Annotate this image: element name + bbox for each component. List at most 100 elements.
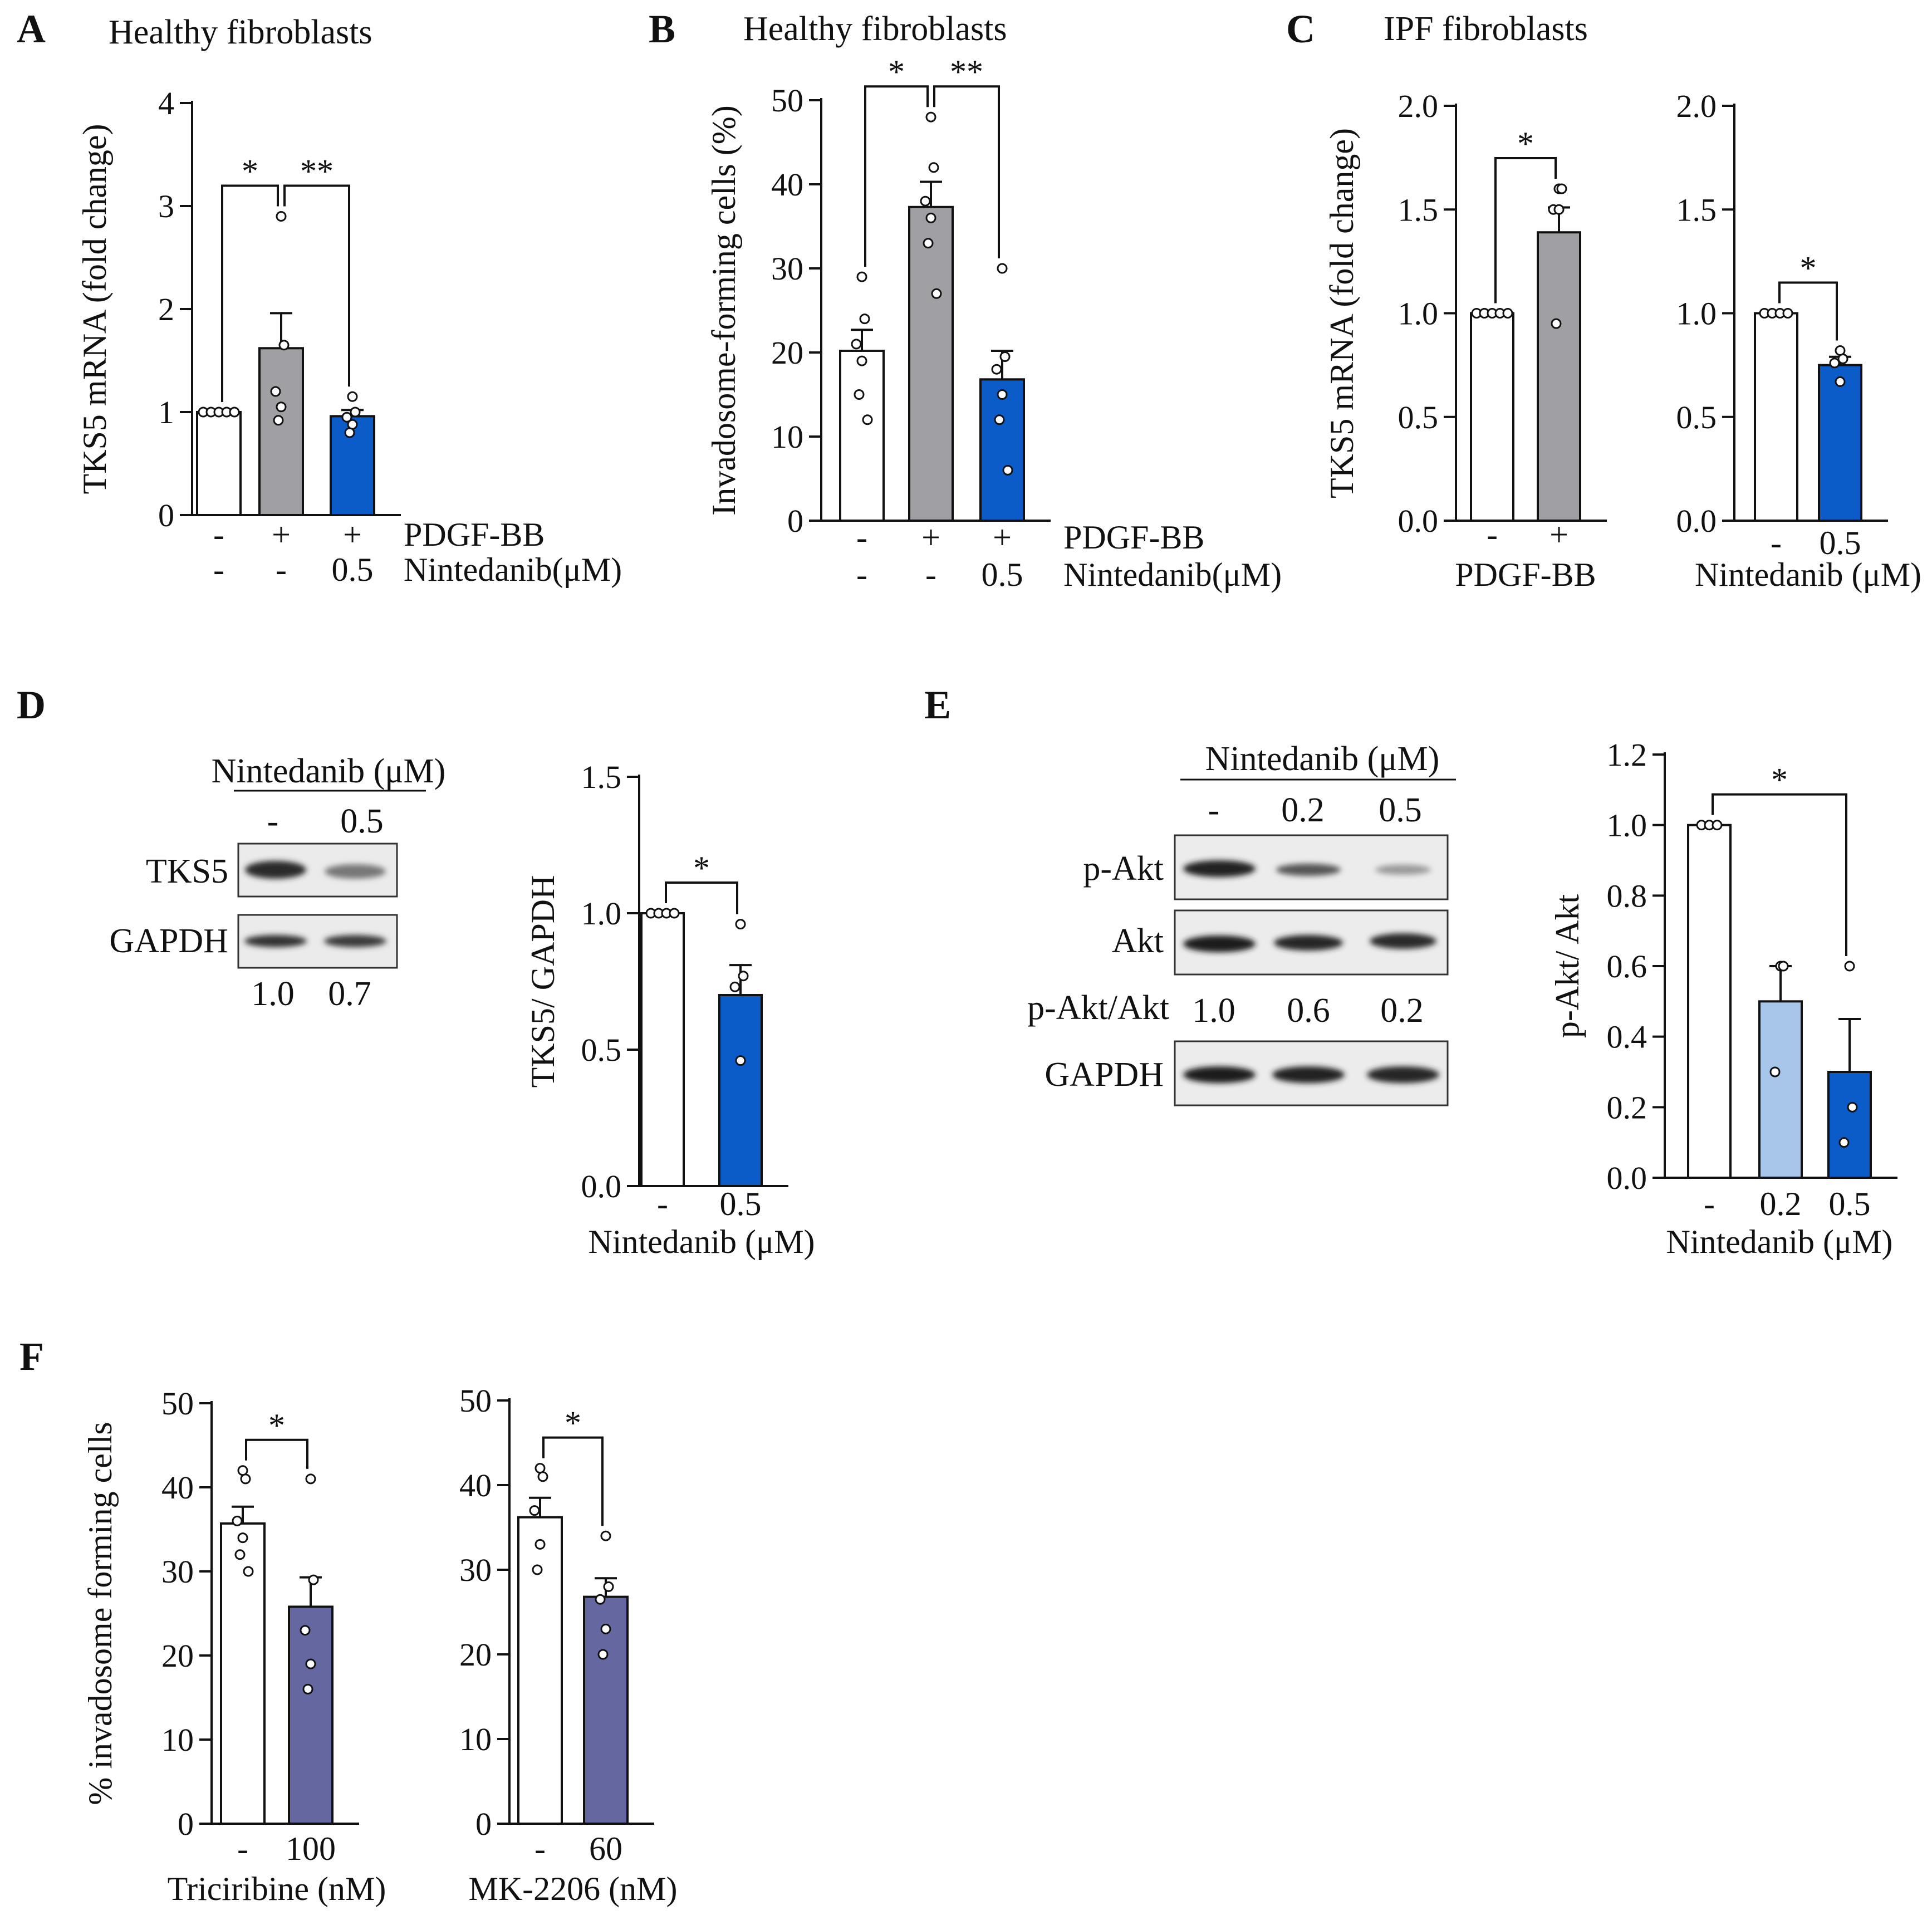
y-axis-label: TKS5/ GAPDH <box>524 875 561 1088</box>
blot-d-quant-1: 1.0 <box>251 975 295 1013</box>
bar <box>718 994 763 1187</box>
y-axis-label: % invadosome forming cells <box>82 1422 119 1805</box>
significance-marker: * <box>565 1405 581 1442</box>
chart-title: Healthy fibroblasts <box>109 13 372 51</box>
significance-bracket <box>665 881 738 914</box>
data-point <box>862 414 873 425</box>
data-point <box>859 314 870 325</box>
condition-label: - <box>1487 516 1498 553</box>
data-point <box>305 1658 316 1669</box>
blot-d-lane-1: - <box>267 802 279 840</box>
bar <box>258 347 304 516</box>
condition-label: - <box>657 1186 668 1222</box>
y-tick-label: 0.0 <box>1398 503 1439 539</box>
data-point <box>600 1530 611 1541</box>
blot-d-header: Nintedanib (μM) <box>212 752 446 790</box>
y-axis-label: TKS5 mRNA (fold change) <box>1323 128 1360 498</box>
data-point <box>1502 308 1513 319</box>
data-point <box>229 406 240 418</box>
significance-marker: * <box>1800 250 1817 287</box>
data-point <box>532 1564 543 1575</box>
significance-marker: * <box>1771 762 1788 799</box>
data-point <box>1778 961 1789 972</box>
condition-label: - <box>237 1830 248 1867</box>
significance-bracket <box>1778 281 1838 341</box>
y-tick-label: 1.5 <box>581 759 622 795</box>
y-axis-label: TKS5 mRNA (fold change) <box>76 124 113 494</box>
y-tick-label: 4 <box>158 85 174 121</box>
data-point <box>278 340 290 351</box>
data-point <box>997 389 1008 400</box>
data-point <box>1844 961 1855 972</box>
bar <box>1827 1071 1872 1179</box>
data-point <box>1829 357 1840 369</box>
y-tick-label: 0.2 <box>1607 1089 1647 1125</box>
y-tick-label: 0 <box>787 503 803 539</box>
significance-bracket <box>933 85 1000 258</box>
y-tick-label: 20 <box>771 335 803 371</box>
data-point <box>851 339 862 350</box>
y-tick-label: 0 <box>158 497 174 533</box>
y-tick-label: 30 <box>459 1552 492 1588</box>
significance-marker: * <box>693 850 710 886</box>
panel-label-e: E <box>924 683 951 727</box>
y-tick-label: 0.5 <box>1676 399 1717 435</box>
data-point <box>273 415 284 426</box>
blot-e-lane-2: 0.2 <box>1281 791 1325 829</box>
y-tick-label: 20 <box>161 1638 194 1674</box>
blot-d-lane-2: 0.5 <box>340 802 384 840</box>
data-point <box>1847 1101 1858 1113</box>
condition-label: - <box>213 516 224 553</box>
data-point <box>1769 1066 1781 1077</box>
y-tick-label: 2.0 <box>1398 88 1439 124</box>
y-tick-label: 1 <box>158 394 174 430</box>
panel-label-c: C <box>1286 7 1315 51</box>
blot-e-band <box>1276 864 1341 876</box>
bar <box>1818 364 1862 522</box>
panel-label-b: B <box>649 7 675 51</box>
data-point <box>1782 308 1793 319</box>
y-tick-label: 10 <box>459 1721 492 1757</box>
blot-e-row-akt: Akt <box>1112 922 1164 960</box>
data-point <box>234 1549 246 1560</box>
data-point <box>856 271 867 282</box>
condition-label: - <box>856 519 867 556</box>
data-point <box>735 919 746 930</box>
data-point <box>925 111 936 123</box>
data-point <box>597 1649 609 1660</box>
significance-bracket <box>1494 157 1557 303</box>
blot-e-band <box>1272 1066 1345 1083</box>
data-point <box>344 427 355 438</box>
bar <box>1758 1000 1803 1179</box>
condition-label: - <box>535 1830 546 1867</box>
chart-e: 0.0 0.2 0.4 0.6 0.8 1.0 1.2 p-Akt/ Akt * - 0.2 0.5N… <box>1549 737 1897 1260</box>
significance-bracket <box>221 184 279 402</box>
y-tick-label: 3 <box>158 188 174 224</box>
condition-label: - <box>276 551 287 588</box>
condition-label: 0.5 <box>1820 525 1861 561</box>
data-point <box>529 1505 540 1516</box>
condition-row-label: Nintedanib(μM) <box>404 551 622 588</box>
y-tick-label: 40 <box>161 1470 194 1506</box>
chart-title: IPF fibroblasts <box>1384 10 1588 48</box>
data-point <box>928 162 939 173</box>
bar <box>220 1522 266 1825</box>
blot-d-row-gapdh: GAPDH <box>109 922 228 960</box>
bar <box>640 912 685 1187</box>
data-point <box>240 1473 251 1485</box>
data-point <box>270 386 281 397</box>
condition-label: 0.2 <box>1760 1186 1802 1222</box>
significance-marker: ** <box>300 153 334 190</box>
blot-d-quant-2: 0.7 <box>328 975 371 1013</box>
bar <box>1754 312 1798 522</box>
data-point <box>738 971 749 982</box>
chart-b: 0 10 20 30 40 50 Invadosome-forming cells (%) H… <box>705 10 1282 593</box>
data-point <box>1553 204 1565 215</box>
data-point <box>603 1581 614 1592</box>
y-tick-label: 1.0 <box>581 895 622 932</box>
data-point <box>308 1574 319 1585</box>
bar <box>1537 231 1581 522</box>
condition-label: 0.5 <box>720 1186 762 1222</box>
blot-e-band <box>1183 860 1256 877</box>
